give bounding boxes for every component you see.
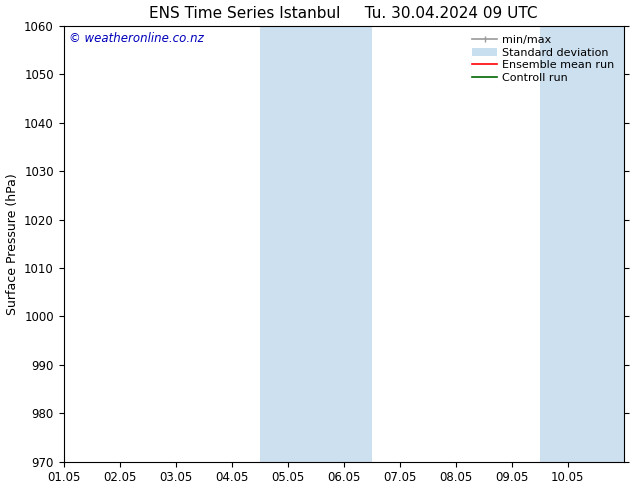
Text: © weatheronline.co.nz: © weatheronline.co.nz <box>69 32 204 46</box>
Bar <box>540 26 624 462</box>
Bar <box>259 26 372 462</box>
Legend: min/max, Standard deviation, Ensemble mean run, Controll run: min/max, Standard deviation, Ensemble me… <box>469 31 618 86</box>
Y-axis label: Surface Pressure (hPa): Surface Pressure (hPa) <box>6 173 18 315</box>
Title: ENS Time Series Istanbul     Tu. 30.04.2024 09 UTC: ENS Time Series Istanbul Tu. 30.04.2024 … <box>150 5 538 21</box>
